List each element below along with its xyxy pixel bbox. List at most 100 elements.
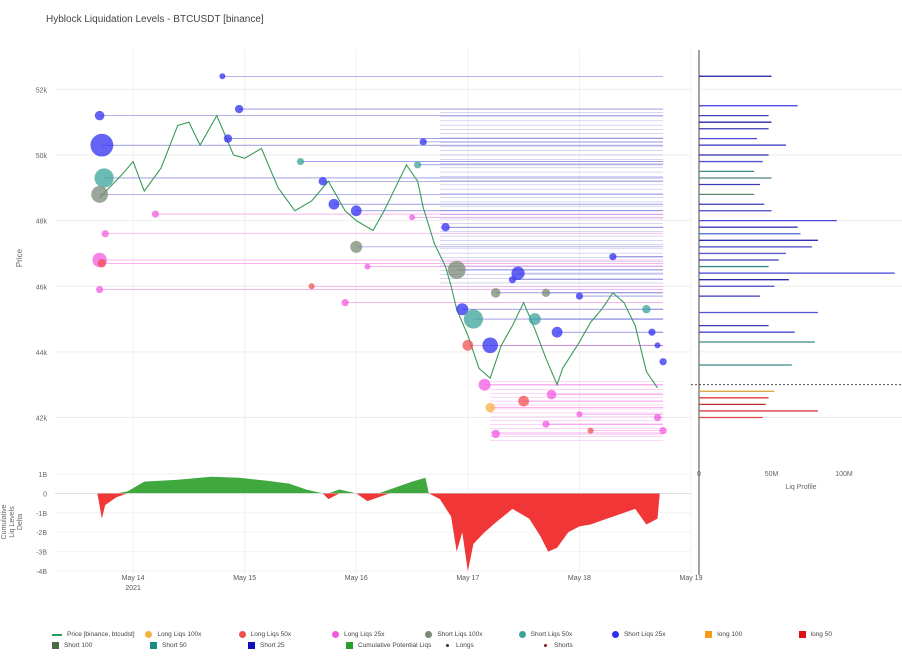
short-liq-bubble xyxy=(456,303,469,316)
long-liq-bubble xyxy=(409,214,416,221)
short-liq-bubble xyxy=(482,337,498,354)
delta-negative-area xyxy=(97,493,660,572)
legend-item[interactable]: Short Liqs 50x xyxy=(518,631,612,638)
legend-item[interactable]: long 50 xyxy=(798,631,892,638)
price-axis-label: Price xyxy=(15,248,24,267)
legend-item[interactable]: Short Liqs 100x xyxy=(425,631,518,638)
price-tick-label: 46k xyxy=(36,284,48,291)
short-liq-bubble xyxy=(551,326,563,338)
legend-item[interactable]: Long Liqs 50x xyxy=(238,631,332,638)
short-liq-bubble xyxy=(94,110,105,121)
legend-swatch xyxy=(518,631,526,638)
x-tick-label: May 19 xyxy=(680,575,703,582)
long-liq-bubble xyxy=(97,259,107,268)
legend-item[interactable]: Short Liqs 25x xyxy=(611,631,705,638)
long-liq-bubble xyxy=(542,420,550,428)
price-tick-label: 42k xyxy=(36,416,48,423)
legend-swatch xyxy=(544,644,547,647)
profile-tick-label: 50M xyxy=(765,471,779,478)
legend-label: Short Liqs 100x xyxy=(437,631,483,638)
delta-tick-label: -4B xyxy=(36,569,47,576)
x-tick-sublabel: 2021 xyxy=(125,585,141,592)
long-liq-bubble xyxy=(659,427,667,435)
long-liq-bubble xyxy=(518,395,530,407)
short-liq-bubble xyxy=(219,73,226,80)
liq-profile-panel: 0 50M 100M Liq Profile xyxy=(691,50,902,575)
legend-item[interactable]: long 100 xyxy=(705,631,798,638)
legend-label: Long Liqs 25x xyxy=(343,631,385,638)
delta-tick-label: -1B xyxy=(36,511,47,518)
legend-label: Shorts xyxy=(554,642,573,649)
legend-label: Short 50 xyxy=(162,642,187,649)
legend-swatch xyxy=(705,631,713,638)
legend-item[interactable]: Longs xyxy=(444,642,542,649)
delta-axis-label: Delta xyxy=(17,514,24,530)
legend-swatch xyxy=(446,644,449,647)
delta-tick-label: -2B xyxy=(36,530,47,537)
long-liq-bubble xyxy=(341,299,349,307)
short-liq-bubble xyxy=(419,138,427,146)
legend-item[interactable]: Price [binance, btcudst] xyxy=(52,631,145,638)
legend-swatch xyxy=(248,642,255,649)
legend-swatch xyxy=(52,633,62,636)
price-panel: 42k 44k 46k 48k 50k 52k Price xyxy=(15,50,692,575)
legend-swatch xyxy=(150,642,157,649)
delta-positive-area xyxy=(97,476,660,494)
delta-axis-label: Liq Levels xyxy=(9,506,16,538)
long-liq-bubble xyxy=(478,378,491,391)
legend-item[interactable]: Long Liqs 25x xyxy=(331,631,425,638)
long-liq-bubble xyxy=(485,402,495,413)
short-liq-bubble xyxy=(575,292,584,300)
short-liq-bubble xyxy=(463,309,484,329)
legend-swatch xyxy=(331,631,339,638)
legend-label: Short Liqs 25x xyxy=(623,631,666,638)
legend-swatch xyxy=(145,631,153,638)
chart-title: Hyblock Liquidation Levels - BTCUSDT [bi… xyxy=(46,14,264,25)
x-tick-label: May 17 xyxy=(456,575,479,582)
short-liq-bubble xyxy=(654,342,661,349)
legend-label: Short Liqs 50x xyxy=(530,631,573,638)
short-liq-bubble xyxy=(350,240,363,253)
legend-item[interactable]: Long Liqs 100x xyxy=(145,631,238,638)
legend: Price [binance, btcudst] Long Liqs 100x Lo… xyxy=(52,629,892,651)
legend-label: Longs xyxy=(456,642,474,649)
short-liq-bubble xyxy=(642,305,651,314)
long-liq-bubble xyxy=(462,339,474,351)
x-tick-label: May 14 xyxy=(122,575,145,582)
price-line xyxy=(99,114,658,389)
short-liq-bubble xyxy=(296,157,305,166)
legend-row: Short 100 Short 50 Short 25 Cumulative Pote… xyxy=(52,640,892,651)
legend-item[interactable]: Cumulative Potential Liqs xyxy=(346,642,444,649)
legend-swatch xyxy=(52,642,59,649)
x-tick-label: May 16 xyxy=(345,575,368,582)
short-liq-bubble xyxy=(528,313,541,326)
x-tick-label: May 15 xyxy=(233,575,256,582)
liq-level-lines xyxy=(99,75,664,441)
short-liq-bubble xyxy=(234,104,244,114)
long-liq-bubble xyxy=(576,411,583,418)
short-liq-bubble xyxy=(318,177,327,186)
long-liq-bubble xyxy=(653,413,662,422)
legend-swatch xyxy=(798,631,806,638)
legend-label: Cumulative Potential Liqs xyxy=(358,642,432,649)
price-tick-label: 44k xyxy=(36,350,48,357)
legend-item[interactable]: Short 100 xyxy=(52,642,150,649)
legend-swatch xyxy=(346,642,353,649)
long-liq-bubble xyxy=(96,285,104,294)
legend-label: long 100 xyxy=(717,631,743,638)
price-tick-label: 52k xyxy=(36,87,48,94)
legend-item[interactable]: Short 50 xyxy=(150,642,248,649)
short-liq-bubble xyxy=(350,205,362,217)
short-liq-bubble xyxy=(541,288,551,298)
delta-panel: 1B 0 -1B -2B -3B -4B Cumulative Liq Levels Delta xyxy=(1,472,691,576)
liq-bubbles xyxy=(90,73,667,439)
legend-label: long 50 xyxy=(810,631,832,638)
long-liq-bubble xyxy=(101,230,109,238)
legend-label: Long Liqs 100x xyxy=(157,631,202,638)
short-liq-bubble xyxy=(328,198,340,210)
legend-item[interactable]: Shorts xyxy=(542,642,640,649)
short-liq-bubble xyxy=(648,328,656,336)
legend-item[interactable]: Short 25 xyxy=(248,642,346,649)
short-liq-bubble xyxy=(609,253,617,261)
